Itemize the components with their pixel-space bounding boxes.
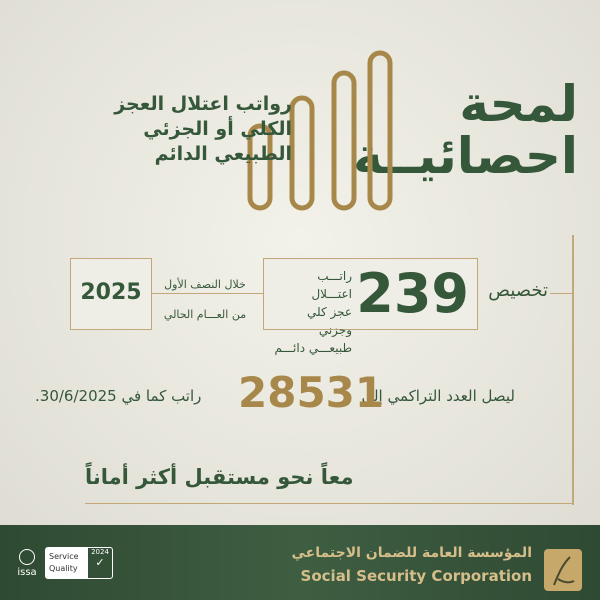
cumulative-value: 28531 [238,368,385,417]
period-line: من العـــام الحالي [163,308,247,321]
bar-2 [289,95,315,211]
year: 2025 [80,280,142,305]
title-line1: لمحة [459,75,578,133]
period: خلال النصف الأول من العـــام الحالي [160,270,250,330]
allocation-count: 239 [356,262,469,325]
divider-tick [550,293,572,294]
cumulative-suffix: راتب كما في 30/6/2025. [35,387,202,405]
year-box: 2025 [70,258,152,330]
desc-line: عجز كلي وجزني [306,305,352,337]
badge-line: Service [49,552,79,561]
badge-text: Service Quality [46,548,88,578]
allocation-box: 239 راتـــب اعتـــلال عجز كلي وجزني طبيع… [263,258,478,355]
cumulative-prefix: ليصل العدد التراكمي إلى [361,387,515,405]
subtitle-line: الكلي أو الجزئي [143,118,292,140]
allocation-label: تخصيص [488,280,548,301]
service-quality-badge: Service Quality 2024 ✓ [45,547,113,579]
globe-icon [19,549,35,565]
period-line: خلال النصف الأول [164,278,246,291]
issa-label: issa [17,567,37,578]
divider [150,293,265,294]
slogan: معاً نحو مستقبل أكثر أماناً [85,465,354,489]
desc-line: راتـــب اعتـــلال [311,269,352,301]
desc-line: طبيعـــي دائـــم [274,341,353,355]
subtitle: رواتب اعتلال العجز الكلي أو الجزئي الطبي… [92,92,292,167]
subtitle-line: رواتب اعتلال العجز [114,93,292,115]
badge-year-box: 2024 ✓ [88,548,112,578]
bar-chart-graphic [247,50,393,211]
allocation-desc: راتـــب اعتـــلال عجز كلي وجزني طبيعـــي… [274,267,353,357]
org-name-ar: المؤسسة العامة للضمان الاجتماعي [291,545,532,561]
badge-year: 2024 [91,548,109,556]
bar-4 [367,50,393,211]
footer: المؤسسة العامة للضمان الاجتماعي Social S… [0,525,600,600]
divider-vertical [572,235,574,505]
bar-3 [331,70,357,211]
bar-1 [247,123,273,211]
ssc-logo-icon [544,549,582,591]
check-icon: ✓ [95,556,105,569]
subtitle-line: الطبيعي الدائم [154,143,292,165]
org-name-en: Social Security Corporation [300,567,532,585]
issa-logo: issa [14,549,40,578]
divider [85,503,573,504]
badge-line: Quality [49,564,78,573]
